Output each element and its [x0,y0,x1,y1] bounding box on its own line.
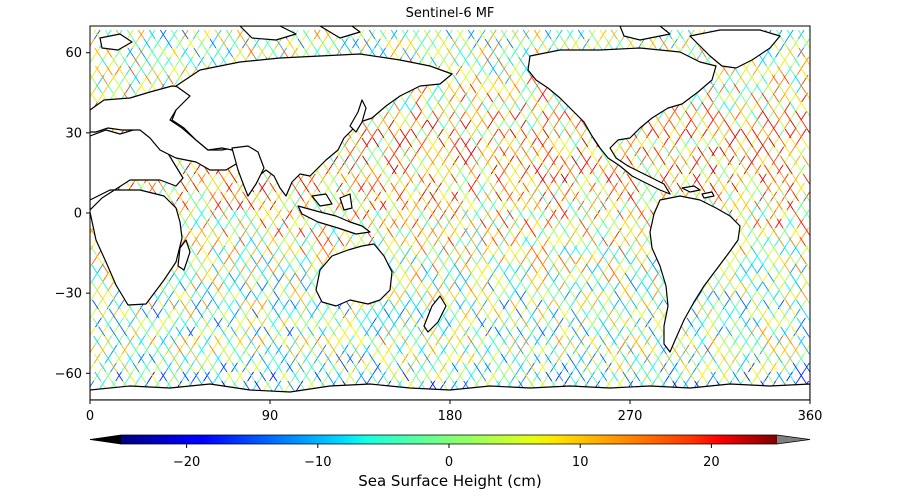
colorbar-tick-label: 10 [572,455,589,470]
land-masses [90,26,810,400]
land-south-america [649,195,741,353]
y-tick-label: −60 [55,367,82,382]
map-area [89,25,811,401]
map-title: Sentinel-6 MF [406,6,495,21]
x-tick-label: 360 [798,409,823,424]
land-arctic-islands [99,26,671,51]
land-antarctica [90,383,810,400]
land-india [231,145,265,197]
colorbar-outline [89,434,811,445]
colorbar-ticks: −20 −10 0 10 20 [173,444,720,470]
y-tick-label: 30 [65,126,82,141]
colorbar-under-extension [90,435,121,444]
colorbar-tick-label: −20 [173,455,200,470]
land-north-america [527,47,717,195]
colorbar-over-extension [777,435,810,444]
y-tick-label: −30 [55,287,82,302]
y-axis: 60 30 0 −30 −60 [55,46,90,382]
x-tick-label: 0 [86,409,94,424]
y-tick-label: 60 [65,46,82,61]
x-tick-label: 180 [438,409,463,424]
colorbar-tick-label: 20 [703,455,720,470]
x-axis: 0 90 180 270 360 [86,400,823,424]
land-caribbean [681,185,715,199]
colorbar-tick-label: 0 [445,455,453,470]
colorbar: −20 −10 0 10 20 Sea Surface Height (cm) [89,434,811,490]
land-greenland [689,29,781,69]
land-japan [349,99,367,133]
colorbar-gradient [121,435,777,444]
land-australia [315,243,393,307]
x-tick-label: 90 [262,409,279,424]
colorbar-label: Sea Surface Height (cm) [358,472,542,490]
colorbar-tick-label: −10 [304,455,331,470]
land-madagascar [177,239,191,271]
land-indonesia [297,193,371,235]
y-tick-label: 0 [74,207,82,222]
x-tick-label: 270 [618,409,643,424]
land-new-zealand [423,295,447,333]
